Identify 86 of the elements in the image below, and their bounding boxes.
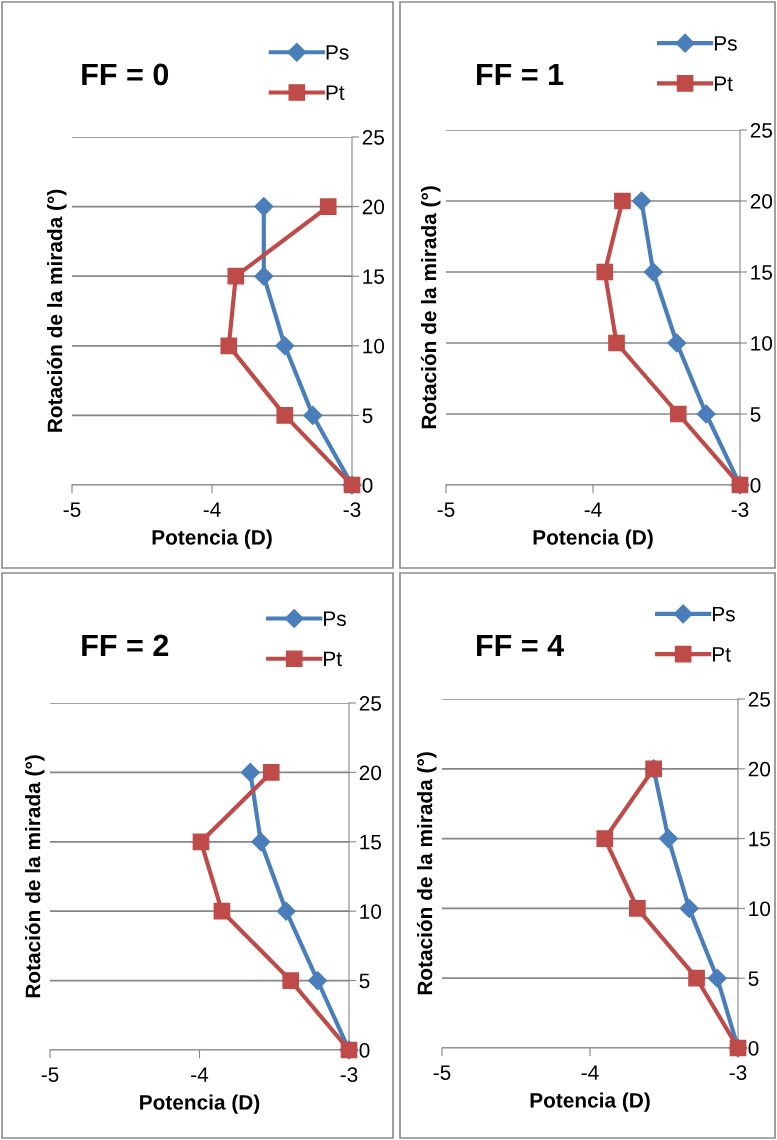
y-tick-label: 15 bbox=[749, 831, 771, 847]
point bbox=[262, 764, 280, 781]
point bbox=[308, 971, 328, 991]
point bbox=[596, 263, 614, 281]
x-tick-label: -3 bbox=[731, 502, 749, 517]
x-tick-label: -5 bbox=[63, 502, 81, 517]
y-tick-label: 0 bbox=[362, 478, 373, 493]
chart-title: FF = 0 bbox=[82, 63, 169, 86]
point bbox=[275, 336, 295, 356]
x-axis-title: Potencia (D) bbox=[152, 529, 272, 549]
x-tick-label: -3 bbox=[340, 1067, 358, 1082]
y-tick-label: 0 bbox=[359, 1043, 370, 1058]
y-tick-label: 15 bbox=[360, 835, 382, 850]
point bbox=[220, 337, 238, 355]
y-tick-label: 5 bbox=[362, 408, 373, 424]
point bbox=[696, 404, 716, 424]
y-axis-title: Rotación de la mirada (°) bbox=[420, 186, 441, 429]
x-tick-label: -5 bbox=[433, 1065, 451, 1080]
x-tick-label: -3 bbox=[729, 1065, 747, 1080]
x-tick-label: -3 bbox=[343, 502, 361, 517]
point bbox=[282, 972, 300, 989]
point bbox=[276, 407, 294, 424]
x-axis-title: Potencia (D) bbox=[530, 1092, 650, 1112]
point bbox=[631, 191, 652, 211]
y-tick-label: 0 bbox=[748, 1041, 759, 1056]
x-tick-label: -4 bbox=[581, 1065, 599, 1080]
y-tick-label: 20 bbox=[750, 194, 773, 209]
y-axis-title: Rotación de la mirada (°) bbox=[416, 752, 437, 995]
legend-label: Pt bbox=[712, 647, 731, 662]
y-tick-label: 25 bbox=[362, 130, 385, 145]
y-tick-label: 20 bbox=[362, 199, 385, 215]
x-tick-label: -4 bbox=[584, 502, 602, 517]
y-tick-label: 25 bbox=[750, 123, 773, 138]
legend-label: Pt bbox=[326, 85, 345, 100]
point bbox=[667, 333, 687, 353]
point bbox=[614, 192, 631, 210]
y-tick-label: 15 bbox=[751, 265, 773, 280]
y-axis-title: Rotación de la mirada (°) bbox=[46, 189, 67, 432]
point bbox=[707, 968, 727, 988]
y-tick-label: 20 bbox=[359, 765, 382, 781]
y-tick-label: 5 bbox=[359, 973, 370, 989]
legend-label: Ps bbox=[324, 611, 346, 627]
point bbox=[254, 266, 274, 286]
point bbox=[688, 969, 705, 987]
y-tick-label: 10 bbox=[751, 336, 773, 351]
x-tick-label: -4 bbox=[203, 502, 221, 517]
y-tick-label: 10 bbox=[360, 904, 382, 919]
legend-label: Ps bbox=[712, 606, 735, 622]
point bbox=[254, 197, 274, 217]
point bbox=[669, 405, 687, 423]
y-tick-label: 25 bbox=[748, 692, 771, 707]
point bbox=[643, 262, 663, 282]
y-tick-label: 5 bbox=[748, 971, 759, 986]
legend-label: Pt bbox=[714, 76, 733, 91]
point bbox=[679, 898, 699, 918]
y-tick-label: 25 bbox=[359, 696, 382, 711]
point bbox=[629, 900, 646, 917]
legend-label: Ps bbox=[714, 36, 737, 51]
point bbox=[240, 762, 260, 782]
point bbox=[251, 832, 271, 852]
x-axis-title: Potencia (D) bbox=[533, 529, 653, 549]
point bbox=[213, 902, 231, 920]
point bbox=[192, 833, 210, 851]
y-tick-label: 10 bbox=[363, 338, 385, 354]
point bbox=[276, 901, 296, 921]
point bbox=[303, 405, 323, 425]
x-tick-label: -5 bbox=[437, 502, 455, 517]
point bbox=[596, 830, 614, 847]
y-tick-label: 5 bbox=[750, 407, 761, 422]
x-tick-label: -4 bbox=[191, 1067, 209, 1082]
point bbox=[227, 267, 245, 285]
chart-title: FF = 2 bbox=[82, 634, 169, 656]
y-tick-label: 10 bbox=[749, 901, 771, 917]
x-tick-label: -5 bbox=[41, 1067, 59, 1082]
y-axis-title: Rotación de la mirada (°) bbox=[24, 755, 45, 998]
legend-label: Pt bbox=[324, 651, 342, 667]
y-tick-label: 15 bbox=[363, 269, 385, 284]
y-tick-label: 0 bbox=[750, 478, 761, 493]
point bbox=[319, 198, 337, 215]
point bbox=[658, 829, 678, 849]
y-tick-label: 20 bbox=[748, 761, 771, 777]
chart-title: FF = 1 bbox=[477, 63, 564, 85]
point bbox=[608, 334, 625, 352]
x-axis-title: Potencia (D) bbox=[140, 1094, 260, 1114]
chart-title: FF = 4 bbox=[477, 634, 564, 656]
legend-label: Ps bbox=[326, 45, 349, 60]
